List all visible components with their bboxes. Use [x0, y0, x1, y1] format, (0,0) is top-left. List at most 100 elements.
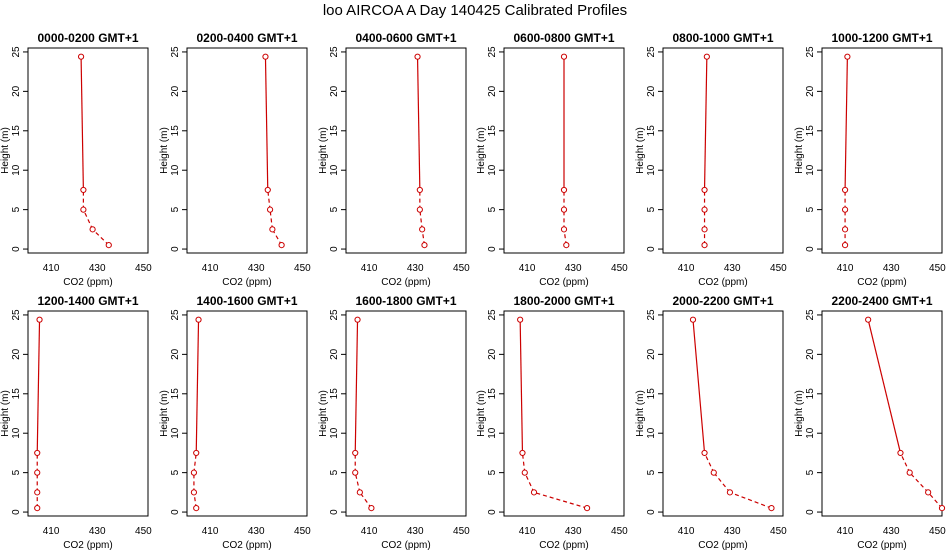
- x-tick-label: 450: [453, 526, 470, 537]
- y-tick-label: 25: [329, 46, 340, 58]
- y-tick-label: 5: [329, 206, 340, 212]
- x-tick-label: 410: [202, 526, 219, 537]
- y-tick-label: 25: [11, 46, 22, 58]
- profile-segment: [416, 56, 421, 190]
- y-tick-label: 20: [805, 85, 816, 97]
- plot-frame: [662, 310, 784, 517]
- x-axis-label: CO2 (ppm): [539, 277, 588, 288]
- y-tick-label: 0: [11, 246, 22, 252]
- x-tick-label: 430: [883, 526, 900, 537]
- y-tick-label: 0: [646, 246, 657, 252]
- profile-point: [416, 206, 423, 213]
- profile-point: [34, 505, 41, 512]
- profile-point: [190, 489, 198, 496]
- x-tick-label: 450: [929, 263, 946, 274]
- x-tick-label: 450: [135, 526, 152, 537]
- y-tick-label: 15: [487, 388, 498, 400]
- plot-frame: [345, 310, 467, 517]
- x-tick-label: 430: [248, 263, 265, 274]
- profile-point: [710, 469, 717, 476]
- y-tick-label: 15: [170, 388, 181, 400]
- profile-point: [897, 449, 904, 457]
- y-tick-label: 20: [170, 348, 181, 360]
- profile-point: [34, 449, 41, 457]
- profile-segment: [92, 228, 110, 246]
- y-tick-label: 20: [646, 85, 657, 97]
- y-tick-label: 15: [646, 125, 657, 137]
- x-axis-label: CO2 (ppm): [222, 540, 271, 550]
- x-tick-label: 430: [248, 526, 265, 537]
- y-axis-label: Height (m): [476, 127, 487, 174]
- profile-point: [264, 186, 271, 194]
- profile-segment: [533, 491, 588, 509]
- x-tick-label: 430: [724, 526, 741, 537]
- y-tick-label: 10: [11, 427, 22, 439]
- plot-frame: [662, 47, 784, 254]
- y-tick-label: 10: [646, 164, 657, 176]
- x-axis-label: CO2 (ppm): [222, 277, 271, 288]
- x-tick-label: 450: [929, 526, 946, 537]
- y-axis-label: Height (m): [635, 127, 646, 174]
- y-tick-label: 15: [487, 125, 498, 137]
- profile-segment: [269, 209, 273, 230]
- profile-segment: [524, 472, 535, 493]
- x-tick-label: 450: [135, 263, 152, 274]
- y-tick-label: 20: [329, 348, 340, 360]
- y-tick-label: 10: [487, 164, 498, 176]
- profile-point: [105, 242, 112, 249]
- x-axis-label: CO2 (ppm): [698, 540, 747, 550]
- profile-point: [356, 489, 363, 496]
- profile-point: [519, 449, 526, 457]
- y-axis-label: Height (m): [794, 390, 805, 437]
- profile-point: [701, 449, 708, 457]
- x-tick-label: 450: [294, 526, 311, 537]
- profile-segment: [195, 319, 200, 453]
- y-tick-label: 10: [170, 164, 181, 176]
- y-tick-label: 5: [11, 469, 22, 475]
- profile-segment: [927, 491, 943, 509]
- y-tick-label: 25: [487, 46, 498, 58]
- profile-point: [865, 316, 872, 323]
- x-tick-label: 410: [519, 526, 536, 537]
- profile-segment: [267, 189, 271, 210]
- page-title: loo AIRCOA A Day 140425 Calibrated Profi…: [322, 2, 628, 19]
- y-axis-label: Height (m): [794, 127, 805, 174]
- x-axis-label: CO2 (ppm): [698, 277, 747, 288]
- y-tick-label: 10: [329, 427, 340, 439]
- x-tick-label: 410: [202, 263, 219, 274]
- y-tick-label: 5: [487, 206, 498, 212]
- x-axis-label: CO2 (ppm): [857, 277, 906, 288]
- x-tick-label: 450: [453, 263, 470, 274]
- profile-segment: [844, 56, 848, 190]
- y-tick-label: 15: [11, 125, 22, 137]
- y-tick-label: 5: [487, 469, 498, 475]
- profile-point: [563, 242, 570, 249]
- profile-segment: [193, 452, 197, 473]
- y-tick-label: 20: [11, 348, 22, 360]
- profile-point: [938, 505, 946, 512]
- y-tick-label: 15: [170, 125, 181, 137]
- profile-point: [368, 505, 375, 512]
- x-axis-label: CO2 (ppm): [63, 540, 112, 550]
- y-tick-label: 5: [170, 206, 181, 212]
- panel-title: 1800-2000 GMT+1: [513, 294, 614, 308]
- profile-point: [190, 469, 198, 476]
- y-tick-label: 5: [646, 206, 657, 212]
- plot-frame: [27, 47, 149, 254]
- y-tick-label: 10: [170, 427, 181, 439]
- profile-point: [193, 505, 200, 512]
- x-tick-label: 430: [89, 263, 106, 274]
- y-tick-label: 0: [170, 246, 181, 252]
- y-tick-label: 5: [329, 469, 340, 475]
- profile-point: [80, 186, 87, 194]
- profile-segment: [909, 472, 929, 493]
- profile-segment: [692, 319, 706, 453]
- profile-segment: [713, 472, 731, 493]
- y-tick-label: 20: [11, 85, 22, 97]
- y-tick-label: 15: [329, 388, 340, 400]
- y-tick-label: 15: [646, 388, 657, 400]
- plot-frame: [186, 47, 308, 254]
- profile-segment: [867, 319, 902, 454]
- y-tick-label: 0: [11, 509, 22, 515]
- y-axis-label: Height (m): [318, 390, 329, 437]
